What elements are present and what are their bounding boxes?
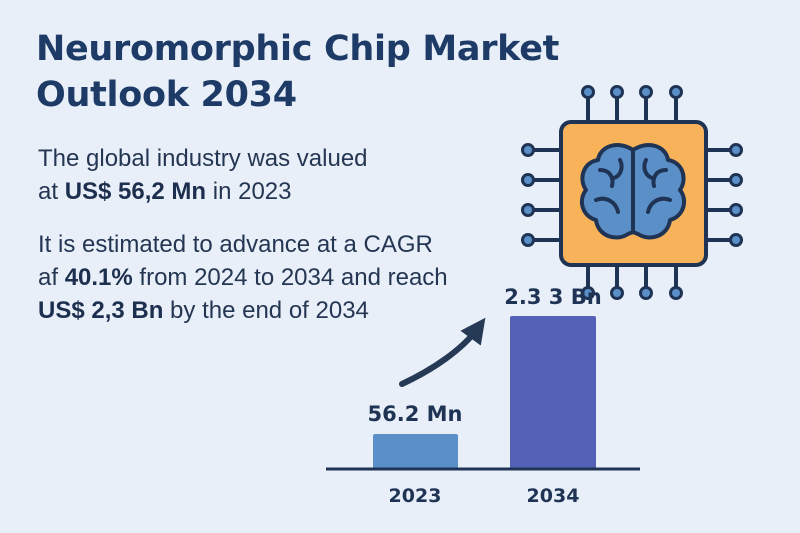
para2-line-3: US$ 2,3 Bn by the end of 2034 [38, 294, 508, 327]
top-pin-0-pad [581, 85, 595, 99]
market-value-text: The global industry was valued at US$ 56… [38, 142, 508, 208]
para2-line2-post: from 2024 to 2034 and reach [132, 264, 448, 291]
left-pin-2-pad [521, 203, 535, 217]
bar-2034 [510, 316, 596, 469]
para1-line2-post: in 2023 [206, 178, 292, 205]
title-line-2: Outlook 2034 [36, 75, 297, 115]
top-pin-1-pad [610, 85, 624, 99]
data-label-2034: 2.3 3 Bn [504, 285, 601, 309]
value-2023-highlight: US$ 56,2 Mn [64, 178, 207, 205]
growth-arrow [399, 317, 486, 387]
bar-2023 [373, 434, 458, 469]
bottom-pin-0-pad [581, 286, 595, 300]
left-pin-3-pad [521, 233, 535, 247]
title-line-1: Neuromorphic Chip Market [36, 29, 560, 69]
top-pin-2-pad [639, 85, 653, 99]
forecast-text: It is estimated to advance at a CAGR af … [38, 228, 508, 327]
para1-line-1: The global industry was valued [38, 145, 368, 172]
x-tick-label-2023: 2023 [389, 485, 442, 507]
para1-line-2: at US$ 56,2 Mn in 2023 [38, 175, 508, 208]
bottom-pin-3-pad [669, 286, 683, 300]
brain-icon [579, 143, 687, 240]
value-2034-highlight: US$ 2,3 Bn [38, 297, 164, 324]
data-label-2023: 56.2 Mn [368, 402, 463, 426]
right-pin-3-pad [729, 233, 743, 247]
para2-line-1: It is estimated to advance at a CAGR [38, 231, 433, 258]
page-title: Neuromorphic Chip Market Outlook 2034 [36, 26, 596, 118]
para2-line2-pre: af [38, 264, 65, 291]
bottom-pin-2-pad [639, 286, 653, 300]
bottom-pin-1-pad [610, 286, 624, 300]
top-pin-3-pad [669, 85, 683, 99]
left-pin-1-pad [521, 173, 535, 187]
chip-pins [521, 85, 743, 300]
x-tick-label-2034: 2034 [527, 485, 580, 507]
para1-line2-pre: at [38, 178, 65, 205]
right-pin-0-pad [729, 143, 743, 157]
para2-line-2: af 40.1% from 2024 to 2034 and reach [38, 261, 508, 294]
left-pin-0-pad [521, 143, 535, 157]
right-pin-1-pad [729, 173, 743, 187]
right-pin-2-pad [729, 203, 743, 217]
cagr-highlight: 40.1% [64, 264, 133, 291]
para2-line3-post: by the end of 2034 [163, 297, 369, 324]
